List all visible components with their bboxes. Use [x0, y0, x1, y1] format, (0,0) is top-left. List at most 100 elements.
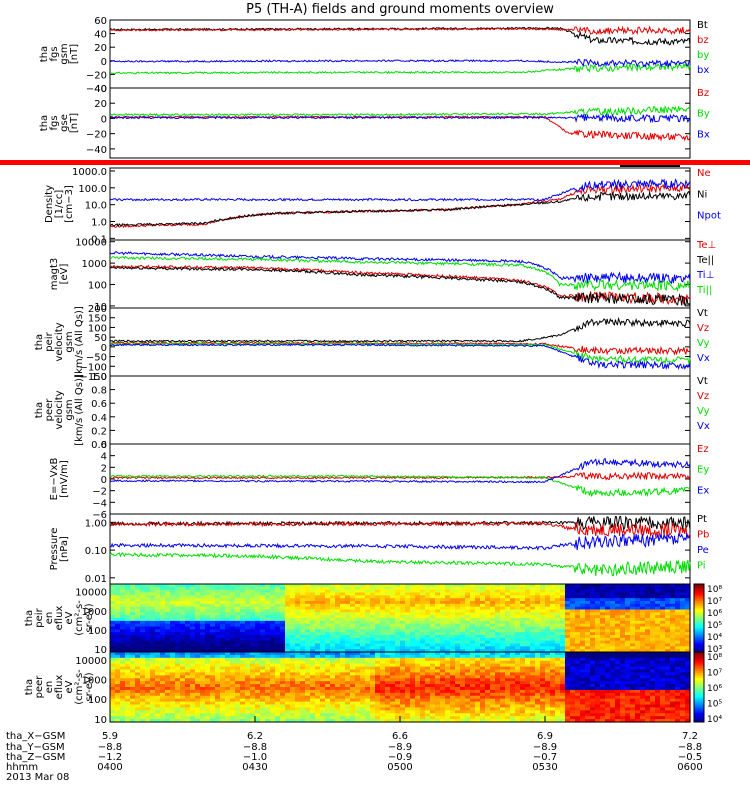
series-Te||: [109, 266, 691, 306]
y-tick-label: 1.00: [85, 518, 107, 529]
x-tick-label: 6.2: [247, 731, 263, 742]
series-Bz: [109, 115, 691, 142]
series-Vz: [109, 341, 691, 356]
x-tick-label: −1.0: [243, 752, 267, 763]
flag-bar-mark: [620, 165, 680, 167]
series-Ey: [109, 474, 691, 498]
y-axis-label: Density: [44, 185, 55, 223]
series-Vt: [109, 316, 691, 343]
x-tick-label: 0530: [532, 762, 557, 773]
colorbar-label: 10⁷: [707, 669, 722, 679]
y-tick-label: 50: [94, 333, 107, 344]
series-bx: [109, 58, 691, 69]
x-row-label: tha_Y−GSM: [6, 742, 65, 753]
y-axis-label: velocity: [54, 322, 65, 361]
y-axis-label: eflux: [54, 606, 65, 631]
y-tick-label: 1000.0: [72, 167, 107, 178]
legend-Vy: Vy: [697, 338, 710, 349]
legend-Vz: Vz: [697, 323, 709, 334]
y-tick-label: 10.0: [85, 201, 107, 212]
x-tick-label: −0.7: [533, 752, 557, 763]
y-tick-label: 100.0: [78, 184, 107, 195]
y-tick-label: 0.8: [91, 386, 107, 397]
x-tick-label: −0.9: [388, 752, 412, 763]
series-Ti⊥: [109, 251, 691, 285]
x-tick-label: −8.8: [243, 742, 267, 753]
y-tick-label: 10: [94, 715, 107, 726]
y-axis-label: tha: [34, 334, 45, 350]
panel-frame: [109, 87, 691, 159]
y-tick-label: 1.0: [91, 218, 107, 229]
colorbar: 10⁸ 10⁷ 10⁶ 10⁵ 10⁴ 10³: [693, 583, 722, 655]
legend-Vt: Vt: [697, 376, 708, 387]
y-tick-label: 40: [94, 84, 107, 95]
series-Pi: [109, 552, 691, 577]
y-axis-label: tha: [39, 46, 50, 62]
spectrogram: [110, 652, 691, 723]
y-tick-label: 4: [101, 452, 107, 463]
x-row-label: tha_Z−GSM: [6, 752, 65, 763]
colorbar-label: 10³: [707, 645, 722, 655]
x-tick-label: −8.8: [98, 742, 122, 753]
y-axis-label: E=−VxB: [49, 458, 60, 501]
series-Ti||: [109, 255, 691, 293]
y-axis-label: magt3: [49, 258, 60, 291]
legend-Te⊥: Te⊥: [696, 240, 716, 251]
y-axis-label: [eV]: [59, 264, 70, 285]
series-Npot: [109, 178, 691, 202]
legend-Ti||: Ti||: [696, 285, 712, 296]
y-tick-label: −20: [86, 70, 107, 81]
plot-title: P5 (TH-A) fields and ground moments over…: [246, 2, 554, 17]
legend-Ne: Ne: [697, 168, 711, 179]
y-axis-label: fgs: [49, 115, 60, 130]
y-tick-label: 0.0: [91, 440, 107, 451]
x-tick-label: −1.2: [98, 752, 122, 763]
legend-Vx: Vx: [697, 421, 710, 432]
y-tick-label: 20: [94, 99, 107, 110]
panel-frame: [109, 375, 691, 445]
panel-fgs_gsm: tha fgs gsm [nT] 60 40 20 0 −20 −40 Bt bz by bx: [39, 16, 709, 95]
legend-Vt: Vt: [697, 308, 708, 319]
series-Ne: [109, 182, 691, 229]
y-tick-label: 1.0: [91, 372, 107, 383]
y-tick-label: 0.01: [85, 574, 107, 585]
y-tick-label: 0.10: [85, 546, 107, 557]
y-tick-label: 20: [94, 43, 107, 54]
y-tick-label: −50: [86, 353, 107, 364]
y-tick-label: 40: [94, 30, 107, 41]
panel-temperature: magt3 [eV] 10000 1000 100 10 Te⊥ Te|| Ti⊥ Ti||: [49, 238, 716, 313]
y-tick-label: 10000: [75, 238, 107, 249]
y-axis-label: [km/s (All Qs)]: [74, 374, 85, 446]
y-axis-label: eflux: [54, 675, 65, 700]
legend-Vx: Vx: [697, 353, 710, 364]
x-tick-label: −8.9: [388, 742, 412, 753]
x-tick-label: 0500: [387, 762, 412, 773]
panel-density: Density [1/cc] [cm−3] 1000.0 100.0 10.0 1.0 0.1…: [44, 167, 721, 245]
y-axis-label: velocity: [54, 390, 65, 429]
colorbar-label: 10⁵: [707, 700, 722, 710]
x-tick-label: 0400: [97, 762, 122, 773]
y-tick-label: 100: [88, 323, 107, 334]
y-tick-label: 1000: [82, 676, 107, 687]
y-axis-label: en: [44, 681, 55, 694]
y-tick-label: −150: [80, 372, 107, 383]
date-label: 2013 Mar 08: [6, 772, 69, 783]
y-tick-label: 0: [101, 114, 107, 125]
x-tick-label: −8.8: [678, 742, 702, 753]
colorbar-label: 10⁶: [707, 609, 722, 619]
y-axis-label: [km/s (All Qs)]: [74, 306, 85, 378]
legend-Pi: Pi: [697, 561, 706, 572]
y-axis-label: gsm: [64, 399, 75, 420]
y-axis-label: gsm: [59, 43, 70, 64]
panel-frame: [109, 167, 691, 241]
y-tick-label: 1000: [82, 259, 107, 270]
y-axis-label: tha: [24, 679, 35, 695]
y-tick-label: 150: [88, 314, 107, 325]
series-by: [109, 61, 691, 75]
y-tick-label: −40: [86, 84, 107, 95]
y-tick-label: 200: [88, 304, 107, 315]
panel-peir_en_eflux: tha peir en eflux eV (cm²-s-sr-eV) 10000 1000 10…: [24, 583, 722, 656]
legend-bx: bx: [697, 65, 709, 76]
y-axis-label: sr-eV): [84, 672, 95, 701]
